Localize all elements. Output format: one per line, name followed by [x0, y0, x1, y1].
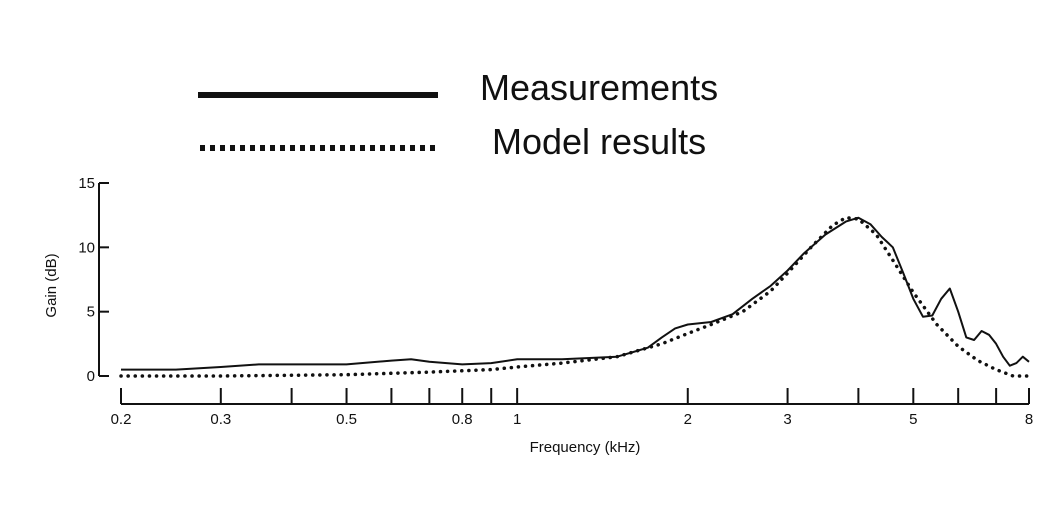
x-tick-label: 0.5: [336, 411, 357, 428]
y-tick-label: 0: [87, 368, 95, 385]
series-model-results-line: [119, 215, 1031, 378]
y-tick-label: 15: [78, 175, 95, 192]
y-tick-label: 10: [78, 239, 95, 256]
legend-model-label: Model results: [492, 121, 706, 162]
series-layer: [119, 215, 1031, 378]
x-tick-label: 5: [909, 411, 917, 428]
axes: [98, 183, 1029, 405]
x-tick-label: 0.3: [210, 411, 231, 428]
legend-measurements-label: Measurements: [480, 67, 718, 108]
x-tick-label: 0.2: [111, 411, 132, 428]
x-tick-label: 1: [513, 411, 521, 428]
x-tick-label: 0.8: [452, 411, 473, 428]
x-tick-label: 8: [1025, 411, 1033, 428]
legend: Measurements Model results: [198, 67, 718, 162]
series-measurements-line: [121, 216, 1030, 371]
x-axis-label: Frequency (kHz): [530, 439, 641, 456]
x-tick-label: 2: [684, 411, 692, 428]
x-tick-label: 3: [783, 411, 791, 428]
ticks: 0 5 10 15 0.2 0.3 0.5 0.8 1 2 3 5 8: [78, 175, 1033, 428]
y-axis-label: Gain (dB): [43, 253, 60, 317]
y-tick-label: 5: [87, 304, 95, 321]
